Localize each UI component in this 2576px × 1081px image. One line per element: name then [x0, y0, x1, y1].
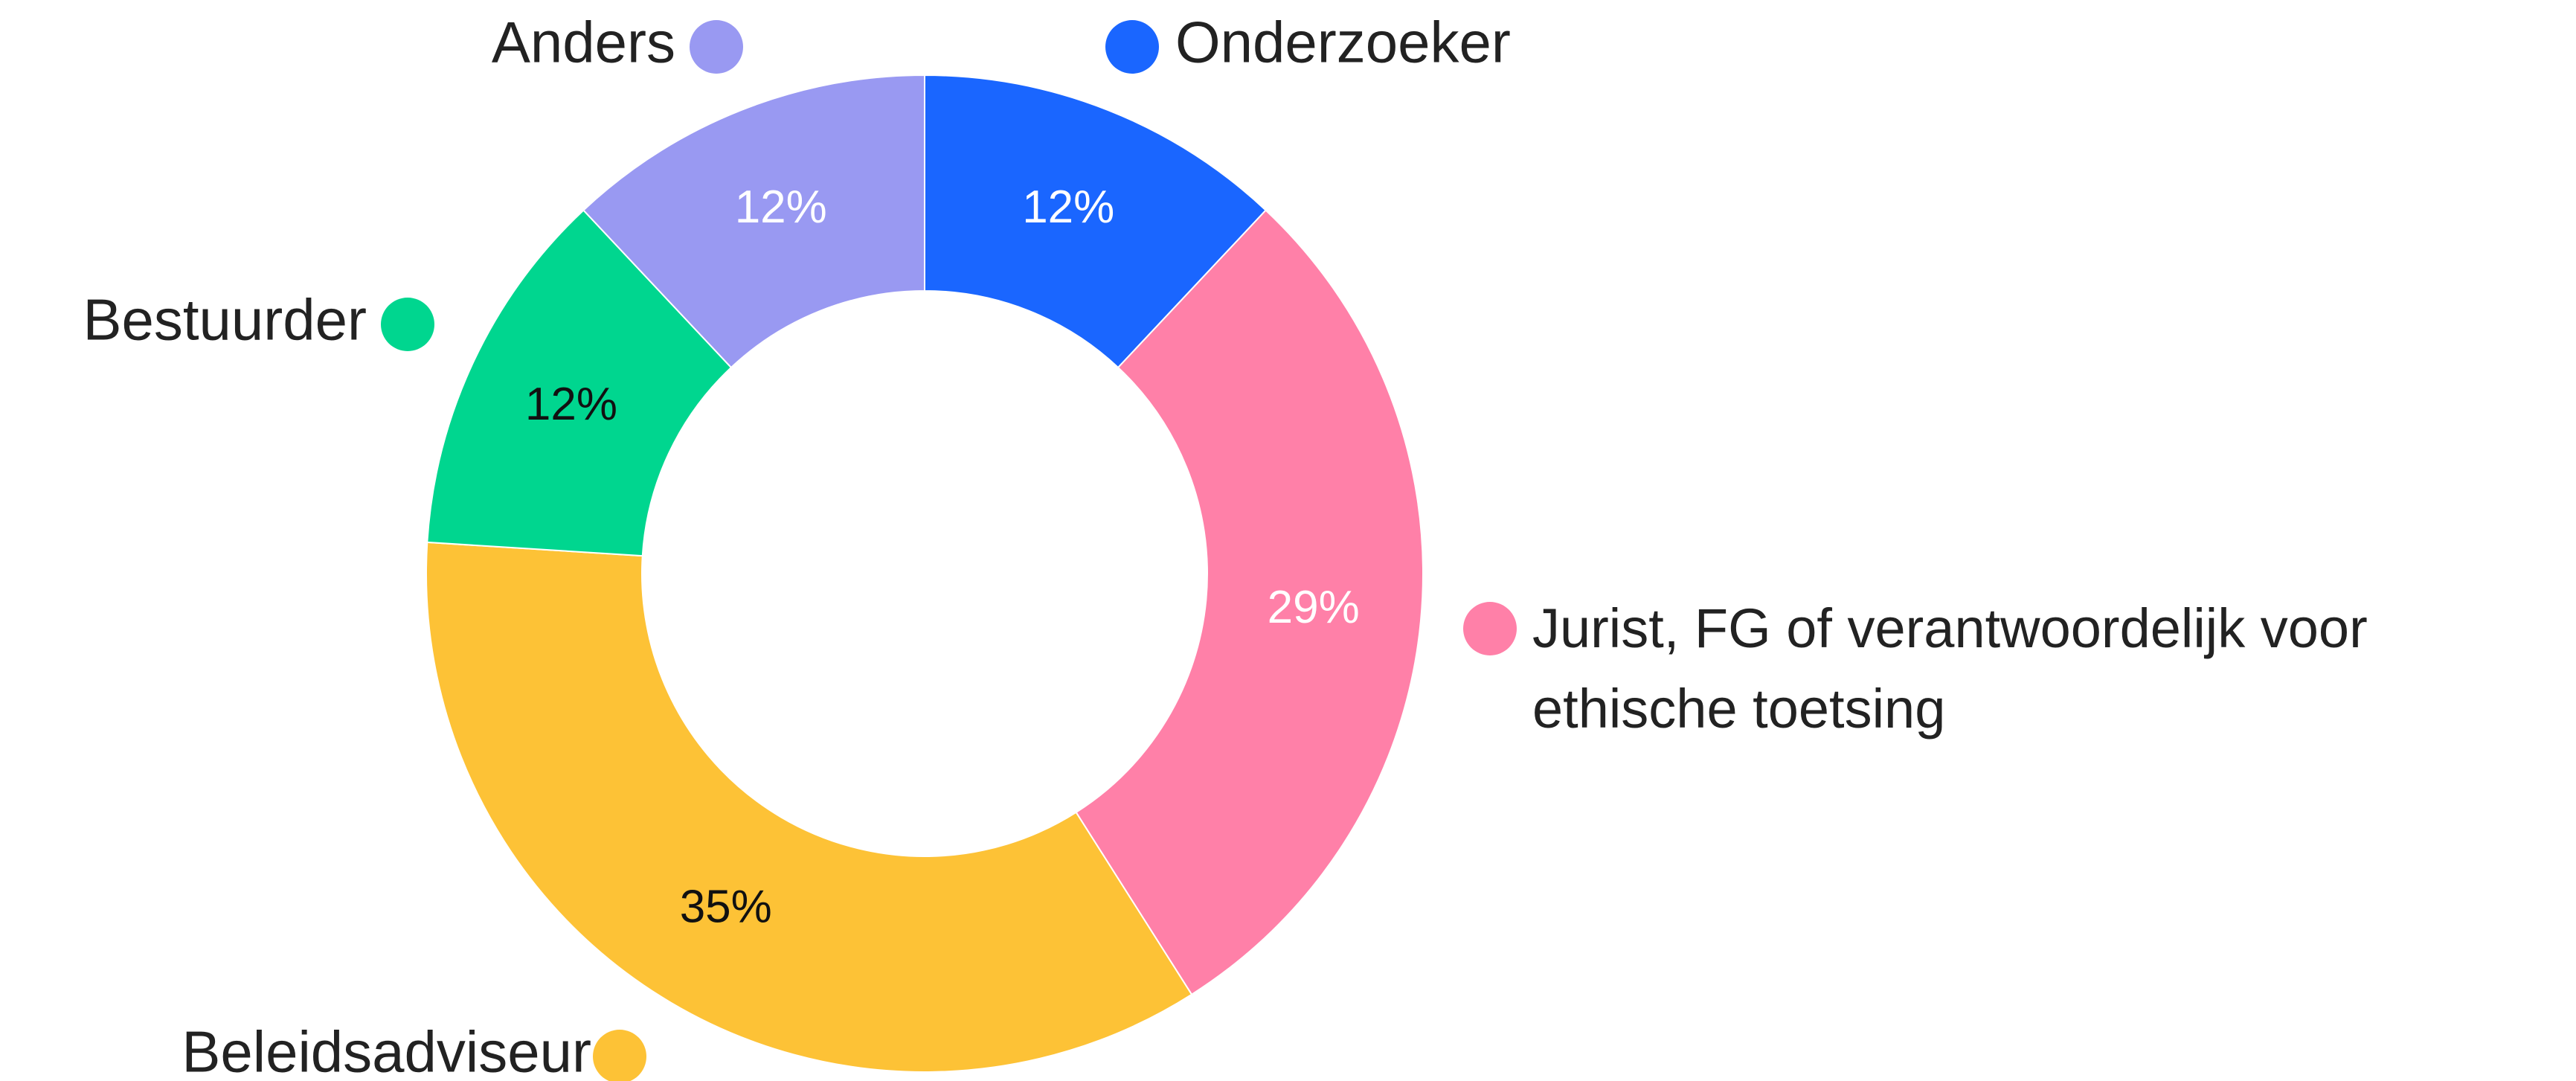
- slice-label: 35%: [680, 881, 772, 932]
- legend-dot: [690, 20, 743, 74]
- legend-dot: [1105, 20, 1159, 74]
- legend-dot: [381, 298, 434, 351]
- legend-dot: [593, 1030, 646, 1081]
- legend-label: Jurist, FG of verantwoordelijk voor ethi…: [1532, 597, 2368, 740]
- legend-dot: [1463, 602, 1517, 655]
- slice-label: 29%: [1268, 582, 1360, 633]
- legend-label: Anders: [492, 10, 675, 75]
- legend-label: Beleidsadviseur: [182, 1019, 591, 1081]
- donut-slice: [426, 209, 733, 557]
- donut-slice: [582, 74, 925, 369]
- legend-label: Bestuurder: [83, 287, 367, 353]
- legend-label: Onderzoeker: [1175, 10, 1511, 75]
- donut-slice: [924, 74, 1268, 369]
- slice-label: 12%: [1022, 182, 1114, 233]
- slice-label: 12%: [525, 379, 617, 430]
- slice-label: 12%: [735, 182, 827, 233]
- donut-slice: [425, 541, 1193, 1073]
- donut-slice: [1075, 209, 1424, 996]
